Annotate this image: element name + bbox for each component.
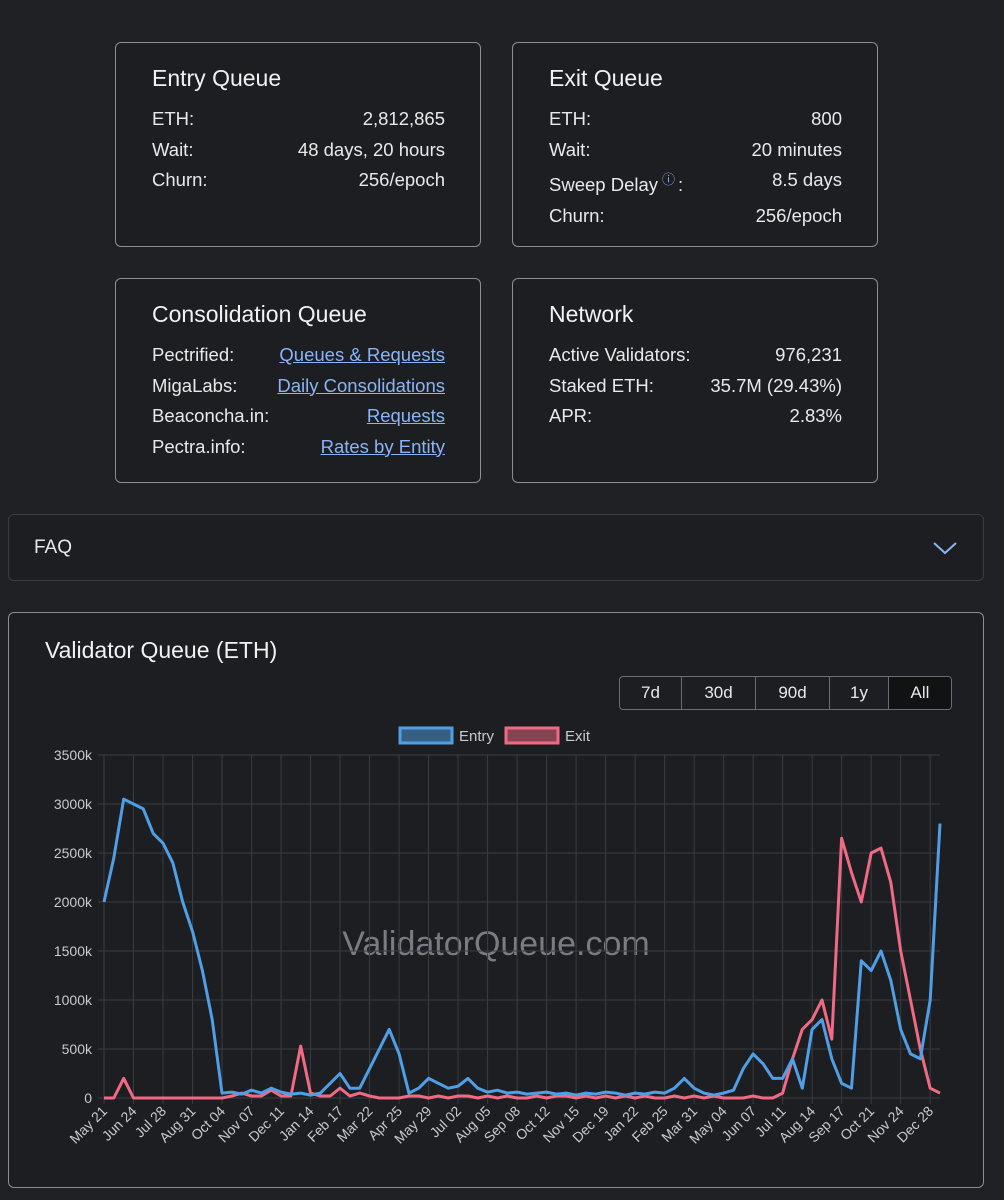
- card-row: Sweep Delay ⓘ: 8.5 days: [549, 165, 842, 201]
- y-tick-label: 500k: [62, 1041, 93, 1057]
- card-row: Active Validators: 976,231: [549, 340, 842, 371]
- card-row: Wait: 48 days, 20 hours: [152, 135, 445, 166]
- row-label: Active Validators:: [549, 340, 691, 371]
- row-label-text: ETH:: [152, 108, 195, 129]
- range-button[interactable]: 90d: [755, 677, 829, 709]
- legend-swatch: [398, 726, 454, 745]
- row-value: 20 minutes: [751, 138, 843, 160]
- row-label: MigaLabs:: [152, 371, 237, 402]
- row-link[interactable]: Rates by Entity: [320, 435, 445, 457]
- row-label: ETH:: [549, 104, 591, 135]
- row-label-text: Beaconcha.in:: [152, 405, 270, 426]
- row-label-text: Pectrified:: [152, 344, 235, 365]
- card-row: Churn: 256/epoch: [152, 165, 445, 196]
- row-value: 8.5 days: [772, 169, 842, 190]
- row-label-text: Active Validators:: [549, 344, 691, 365]
- row-label: Staked ETH:: [549, 371, 654, 402]
- row-label-suffix: :: [678, 174, 684, 196]
- card: Network Active Validators: 976,231 Staked E…: [512, 278, 878, 483]
- y-tick-label: 2000k: [54, 894, 93, 910]
- card-row: Pectrified: Queues & Requests: [152, 340, 445, 371]
- y-tick-label: 2500k: [54, 845, 93, 861]
- chart-title: Validator Queue (ETH): [45, 637, 278, 663]
- row-value: 35.7M (29.43%): [710, 374, 842, 396]
- card-title: Consolidation Queue: [152, 301, 367, 327]
- row-label-text: Staked ETH:: [549, 374, 654, 396]
- x-tick-label: May 21: [66, 1103, 110, 1147]
- series-line: [102, 797, 942, 1097]
- range-button[interactable]: 30d: [681, 677, 755, 709]
- faq-label: FAQ: [34, 536, 73, 558]
- y-tick-label: 1500k: [54, 943, 93, 959]
- legend-label: Entry: [459, 728, 495, 745]
- legend-swatch: [504, 726, 560, 745]
- row-label: Beaconcha.in:: [152, 401, 269, 432]
- y-tick-label: 3500k: [54, 747, 93, 763]
- row-label: APR:: [549, 401, 592, 432]
- card-row: Churn: 256/epoch: [549, 201, 842, 232]
- card-row: APR: 2.83%: [549, 401, 842, 432]
- card-title: Entry Queue: [152, 65, 282, 91]
- row-label-text: Sweep Delay: [549, 174, 659, 196]
- row-label-text: Wait:: [152, 138, 194, 160]
- row-value: 48 days, 20 hours: [297, 138, 445, 160]
- row-label: Pectra.info:: [152, 432, 246, 463]
- watermark: ValidatorQueue.com: [342, 925, 649, 963]
- row-label: Churn:: [549, 201, 605, 232]
- row-value: 800: [811, 108, 842, 129]
- card: Consolidation Queue Pectrified: Queues & R…: [115, 278, 481, 483]
- row-label: ETH:: [152, 104, 194, 135]
- series-line: [104, 836, 941, 1100]
- row-label-text: ETH:: [549, 108, 592, 129]
- card-row: ETH: 800: [549, 104, 842, 135]
- row-label-text: Wait:: [549, 138, 591, 160]
- faq[interactable]: FAQ: [8, 514, 984, 581]
- row-label: Churn:: [152, 165, 208, 196]
- row-label-text: Pectra.info:: [152, 435, 246, 457]
- card-row: Staked ETH: 35.7M (29.43%): [549, 371, 842, 402]
- card-row: ETH: 2,812,865: [152, 104, 445, 135]
- row-link[interactable]: Queues & Requests: [279, 344, 445, 365]
- card-title: Network: [549, 301, 634, 327]
- row-label-text: Churn:: [549, 204, 605, 226]
- row-label: Pectrified:: [152, 340, 234, 371]
- row-value: 256/epoch: [755, 204, 842, 226]
- row-label: Wait:: [152, 135, 193, 166]
- row-label: Sweep Delay ⓘ:: [549, 165, 683, 201]
- range-buttons: 7d 30d 90d 1y All: [619, 676, 952, 710]
- chevron: [933, 541, 957, 554]
- row-label: Wait:: [549, 135, 590, 166]
- row-value: 2,812,865: [362, 108, 445, 129]
- card-title: Exit Queue: [549, 65, 663, 91]
- range-button[interactable]: 1y: [829, 677, 888, 709]
- row-value: 976,231: [775, 344, 842, 365]
- card: Entry Queue ETH: 2,812,865 Wait: 48 days, 20…: [115, 42, 481, 247]
- row-link[interactable]: Daily Consolidations: [277, 374, 445, 396]
- row-label-text: APR:: [549, 405, 593, 426]
- row-label-text: MigaLabs:: [152, 374, 238, 396]
- card-row: Beaconcha.in: Requests: [152, 401, 445, 432]
- chart-panel: Validator Queue (ETH) 7d 30d 90d 1y All: [8, 612, 984, 1188]
- card-row: Wait: 20 minutes: [549, 135, 842, 166]
- legend-label: Exit: [565, 728, 591, 745]
- y-tick-label: 1000k: [54, 992, 93, 1008]
- y-tick-label: 3000k: [54, 796, 93, 812]
- card-row: Pectra.info: Rates by Entity: [152, 432, 445, 463]
- range-button[interactable]: All: [888, 677, 951, 709]
- card-row: MigaLabs: Daily Consolidations: [152, 371, 445, 402]
- info-icon[interactable]: ⓘ: [662, 172, 676, 187]
- row-value: 256/epoch: [358, 169, 445, 190]
- y-tick-label: 0: [84, 1090, 92, 1106]
- card: Exit Queue ETH: 800 Wait: 20 minutes Sweep De…: [512, 42, 878, 247]
- range-button[interactable]: 7d: [641, 683, 660, 702]
- row-link[interactable]: Requests: [366, 405, 445, 426]
- row-value: 2.83%: [789, 405, 842, 426]
- row-label-text: Churn:: [152, 169, 208, 190]
